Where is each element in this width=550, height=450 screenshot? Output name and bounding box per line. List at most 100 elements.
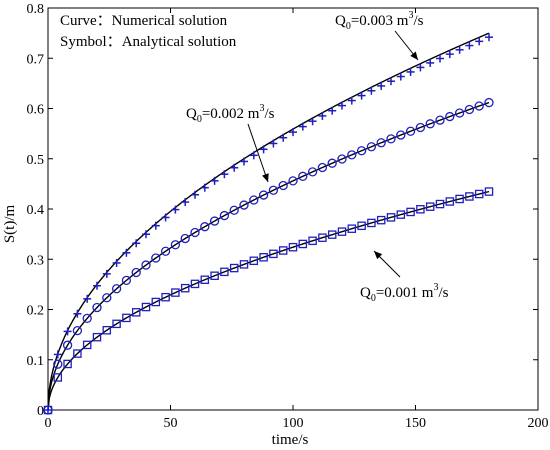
- y-tick-label: 0.3: [27, 253, 45, 268]
- analytical-point-circle: [209, 216, 220, 226]
- analytical-point-plus: [93, 281, 101, 290]
- analytical-point-square: [396, 210, 406, 219]
- analytical-point-square: [161, 292, 170, 302]
- analytical-point-circle: [53, 359, 63, 369]
- analytical-point-circle: [484, 97, 494, 108]
- analytical-point-square: [112, 319, 121, 329]
- y-tick-label: 0.1: [27, 354, 45, 369]
- analytical-point-square: [298, 239, 308, 249]
- legend: Curve：Numerical solution Symbol：Analytic…: [60, 13, 237, 50]
- analytical-point-circle: [278, 180, 288, 191]
- analytical-point-circle: [258, 190, 269, 200]
- analytical-point-circle: [141, 260, 151, 270]
- analytical-point-circle: [190, 227, 200, 238]
- analytical-point-circle: [82, 313, 92, 323]
- analytical-point-square: [435, 199, 445, 209]
- analytical-point-plus: [240, 157, 248, 166]
- analytical-point-circle: [405, 126, 416, 136]
- analytical-point-plus: [142, 230, 150, 239]
- legend-symbol-text: Analytical solution: [122, 34, 237, 50]
- analytical-point-square: [406, 207, 415, 217]
- analytical-point-circle: [229, 205, 239, 215]
- x-tick-label: 200: [528, 416, 549, 431]
- analytical-point-square: [82, 340, 92, 350]
- analytical-point-circle: [386, 134, 396, 144]
- analytical-point-square: [484, 187, 494, 196]
- analytical-point-circle: [151, 253, 161, 263]
- analytical-point-circle: [464, 104, 475, 115]
- analytical-point-square: [416, 205, 425, 214]
- analytical-point-plus: [308, 117, 317, 126]
- analytical-point-square: [259, 253, 268, 262]
- analytical-point-circle: [200, 222, 210, 232]
- x-axis-label: time/s: [272, 432, 309, 448]
- analytical-point-square: [465, 192, 474, 201]
- analytical-point-plus: [406, 67, 415, 76]
- analytical-point-circle: [180, 233, 190, 244]
- analytical-point-plus: [102, 269, 111, 278]
- analytical-point-square: [269, 249, 278, 259]
- annotation-q-0.002: Q0=0.002 m3/s: [186, 103, 275, 125]
- analytical-point-square: [190, 279, 200, 289]
- analytical-point-plus: [455, 45, 464, 54]
- annotation-arrow-line: [247, 123, 269, 183]
- analytical-point-plus: [357, 91, 366, 100]
- analytical-point-square: [43, 405, 53, 415]
- analytical-point-square: [200, 275, 210, 285]
- analytical-point-square: [386, 213, 396, 222]
- analytical-point-plus: [151, 221, 160, 230]
- analytical-point-square: [357, 221, 366, 231]
- analytical-point-square: [347, 224, 357, 233]
- analytical-point-plus: [279, 133, 288, 142]
- analytical-point-circle: [415, 122, 426, 133]
- analytical-point-circle: [219, 210, 230, 221]
- analytical-point-plus: [112, 258, 121, 267]
- analytical-point-plus: [485, 33, 493, 42]
- analytical-point-square: [249, 256, 259, 266]
- analytical-point-plus: [347, 96, 356, 105]
- analytical-point-plus: [465, 41, 474, 50]
- analytical-point-plus: [289, 128, 297, 137]
- analytical-point-square: [367, 218, 376, 228]
- analytical-point-square: [318, 233, 327, 242]
- analytical-point-circle: [327, 158, 337, 168]
- numerical-curve-circle: [47, 101, 490, 411]
- legend-curve-entry: Curve：Numerical solution: [60, 13, 228, 29]
- analytical-point-square: [53, 373, 63, 382]
- analytical-point-plus: [181, 198, 190, 207]
- x-tick-label: 0: [45, 416, 52, 431]
- analytical-point-square: [141, 302, 151, 312]
- numerical-curve-square: [47, 190, 490, 411]
- analytical-point-plus: [259, 145, 268, 154]
- analytical-point-circle: [160, 246, 171, 256]
- x-tick-label: 100: [283, 416, 304, 431]
- analytical-point-circle: [102, 293, 112, 303]
- numerical-curves: [47, 32, 490, 411]
- analytical-point-plus: [377, 81, 386, 90]
- analytical-point-circle: [445, 111, 455, 122]
- analytical-point-square: [376, 215, 386, 225]
- x-tick-label: 150: [405, 416, 426, 431]
- annotations: Q0=0.003 m3/s Q0=0.002 m3/s Q0=0.001 m3/s: [186, 10, 449, 304]
- analytical-point-plus: [328, 106, 337, 115]
- analytical-point-plus: [387, 77, 395, 86]
- annotation-q-0.003: Q0=0.003 m3/s: [335, 10, 424, 32]
- analytical-point-circle: [62, 340, 73, 350]
- analytical-point-plus: [83, 294, 92, 303]
- analytical-point-square: [220, 267, 229, 277]
- analytical-point-plus: [73, 309, 82, 318]
- y-tick-label: 0.8: [27, 2, 45, 17]
- analytical-point-circle: [317, 162, 328, 173]
- analytical-point-circle: [376, 138, 386, 148]
- annotation-arrow-head: [410, 51, 418, 60]
- analytical-point-plus: [436, 54, 444, 63]
- analytical-point-circle: [425, 119, 435, 129]
- analytical-point-circle: [111, 284, 122, 294]
- numerical-curve-plus: [47, 32, 490, 411]
- analytical-point-circle: [356, 146, 367, 156]
- analytical-point-plus: [426, 58, 435, 67]
- y-tick-label: 0.2: [27, 304, 45, 319]
- annotation-arrow-head: [262, 173, 269, 182]
- analytical-point-plus: [298, 122, 307, 131]
- analytical-point-plus: [200, 183, 209, 192]
